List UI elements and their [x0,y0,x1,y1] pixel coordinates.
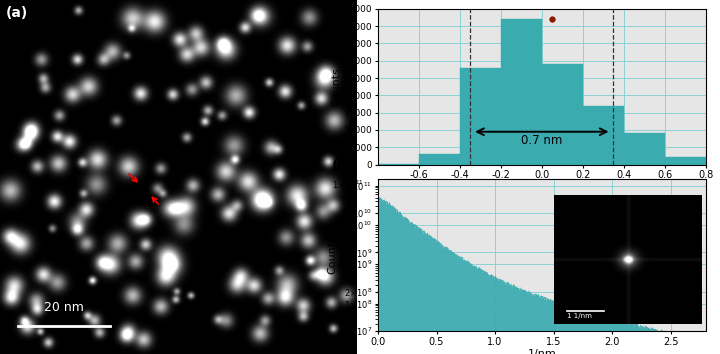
Text: 1 1/nm: 1 1/nm [567,313,592,319]
X-axis label: nm: nm [533,183,551,193]
Bar [624,133,665,165]
Bar [419,154,460,165]
Text: (a): (a) [6,6,28,20]
Text: $1{\times}10^{11}$: $1{\times}10^{11}$ [332,179,364,191]
X-axis label: 1/nm: 1/nm [528,349,556,354]
Bar [541,64,582,165]
Text: (c): (c) [332,159,353,173]
Y-axis label: Counts: Counts [331,67,341,106]
Text: (b): (b) [332,0,355,2]
Bar [582,106,624,165]
Y-axis label: Counts: Counts [328,235,338,274]
Bar [501,19,541,165]
Text: 0.7 nm: 0.7 nm [521,135,562,148]
Bar [460,68,501,165]
Text: 20 nm: 20 nm [44,301,84,314]
Bar [665,157,706,165]
